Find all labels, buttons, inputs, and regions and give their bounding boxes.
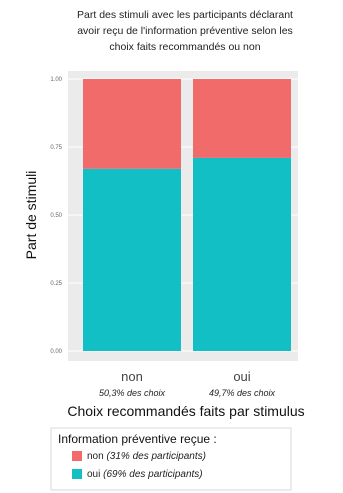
legend-note: (31% des participants)	[104, 451, 206, 462]
bar-non-non	[83, 79, 181, 169]
legend-label: non	[87, 451, 104, 462]
y-tick-label: 0.25	[50, 281, 62, 287]
bar-non-oui	[83, 168, 181, 351]
y-tick-label: 1.00	[50, 77, 62, 83]
y-tick-label: 0.00	[50, 349, 62, 355]
chart-title-line-2: avoir reçu de l'information préventive s…	[77, 25, 293, 37]
x-category-label: non	[121, 369, 143, 384]
x-category-note: 49,7% des choix	[209, 388, 276, 398]
legend-title: Information préventive reçue :	[58, 432, 217, 446]
chart-title-line-3: choix faits recommandés ou non	[109, 41, 260, 53]
legend-items: non (31% des participants) oui (69% des p…	[72, 451, 206, 480]
bar-oui-oui	[193, 157, 291, 351]
legend-entry-non: non (31% des participants)	[87, 451, 206, 462]
y-axis-title: Part de stimuli	[23, 171, 39, 260]
bars-layer	[83, 79, 291, 351]
legend-box	[50, 427, 292, 491]
legend: Information préventive reçue : non (31% …	[50, 427, 292, 491]
bar-oui-non	[193, 79, 291, 158]
x-category-note: 50,3% des choix	[99, 388, 166, 398]
legend-note: (69% des participants)	[100, 469, 202, 480]
y-tick-label: 0.50	[50, 213, 62, 219]
x-category-label: oui	[233, 369, 250, 384]
x-axis-title: Choix recommandés faits par stimulus	[67, 403, 304, 419]
legend-swatch-oui	[72, 469, 82, 479]
legend-label: oui	[87, 469, 100, 480]
y-tick-label: 0.75	[50, 145, 62, 151]
y-axis-ticks: 0.00 0.25 0.50 0.75 1.00	[50, 77, 62, 355]
legend-swatch-non	[72, 451, 82, 461]
chart-title: Part des stimuli avec les participants d…	[77, 9, 293, 53]
legend-entry-oui: oui (69% des participants)	[87, 469, 203, 480]
chart-title-line-1: Part des stimuli avec les participants d…	[77, 9, 293, 21]
x-axis-categories: non 50,3% des choix oui 49,7% des choix	[99, 369, 276, 398]
